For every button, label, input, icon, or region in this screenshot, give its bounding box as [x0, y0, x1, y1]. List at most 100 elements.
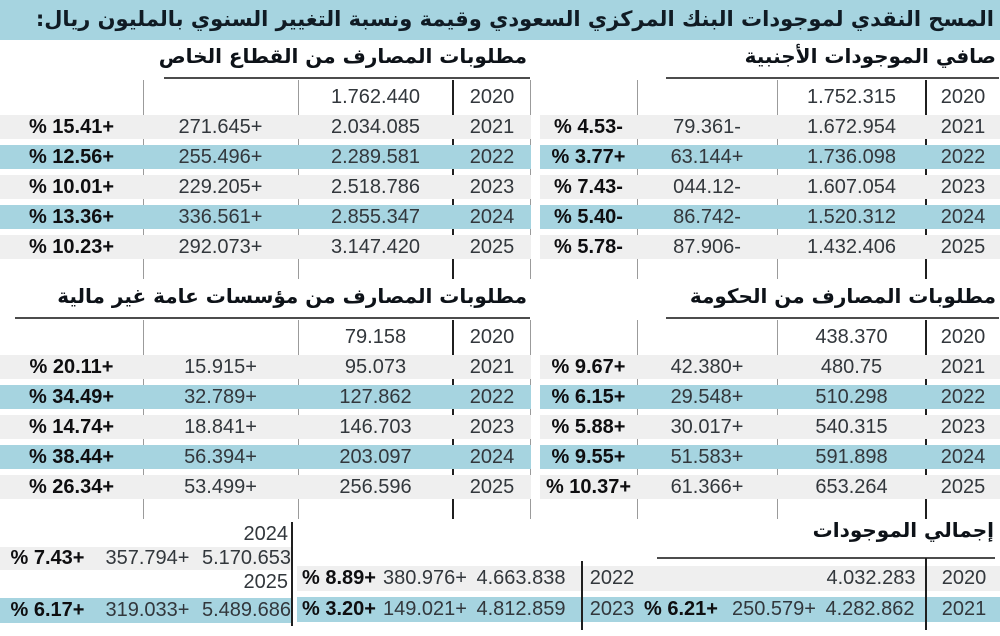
- header-underline: [666, 317, 999, 319]
- percent-cell: % 9.67+: [551, 356, 626, 378]
- percent-cell: [0, 85, 143, 109]
- year-divider: [291, 522, 293, 626]
- change-cell: 56.394+: [184, 446, 257, 468]
- table-row: % 9.55+ 51.583+ 591.898 2024: [540, 445, 1000, 469]
- table-net-foreign-assets: صافي الموجودات الأجنبية 1.752.315 2020 % 4…: [540, 44, 1000, 282]
- percent-cell: % 5.88+: [551, 416, 626, 438]
- table-row: % 8.89+ 380.976+ 4.663.838 2022 4.032.28…: [297, 566, 1000, 591]
- year-cell: 2021: [469, 356, 515, 378]
- table-title: مطلوبات المصارف من القطاع الخاص: [158, 44, 527, 68]
- header-underline: [15, 317, 530, 319]
- year-cell: 2024: [940, 446, 986, 468]
- table-row: % 10.23+ 292.073+ 3.147.420 2025: [0, 235, 531, 259]
- table-row: % 5.88+ 30.017+ 540.315 2023: [540, 415, 1000, 439]
- change-cell: 79.361-: [673, 116, 741, 138]
- year-cell: 2023: [469, 416, 515, 438]
- value-cell: 591.898: [815, 446, 888, 468]
- change-cell: 229.205+: [178, 176, 263, 198]
- page-title: المسح النقدي لموجودات البنك المركزي السع…: [0, 0, 1000, 40]
- percent-cell: % 3.20+: [302, 598, 376, 620]
- value-cell: 540.315: [815, 416, 888, 438]
- value-cell: 4.812.859: [476, 598, 566, 620]
- value-cell: 4.282.862: [825, 598, 915, 620]
- year-cell: 2025: [940, 476, 986, 498]
- change-cell: 18.841+: [184, 416, 257, 438]
- table-row: % 26.34+ 53.499+ 256.596 2025: [0, 475, 531, 499]
- value-cell: 510.298: [815, 386, 888, 408]
- year-cell: 2022: [469, 386, 515, 408]
- year-cell: 2021: [940, 356, 986, 378]
- change-cell: 42.380+: [670, 356, 744, 378]
- percent-cell: % 4.53-: [554, 116, 623, 138]
- change-cell: 250.579+: [732, 598, 816, 620]
- year-cell: 2023: [469, 176, 515, 198]
- percent-cell: % 10.37+: [545, 476, 632, 498]
- table-private-sector-claims: مطلوبات المصارف من القطاع الخاص 1.762.44…: [0, 44, 531, 282]
- table-row: % 10.01+ 229.205+ 2.518.786 2023: [0, 175, 531, 199]
- table-row: % 20.11+ 15.915+ 95.073 2021: [0, 355, 531, 379]
- value-cell: 3.147.420: [331, 236, 420, 258]
- table-row: % 38.44+ 56.394+ 203.097 2024: [0, 445, 531, 469]
- change-cell: 53.499+: [184, 476, 257, 498]
- value-cell: 2.289.581: [331, 146, 420, 168]
- year-divider: [581, 561, 583, 630]
- percent-cell: [540, 325, 637, 349]
- table-row: % 34.49+ 32.789+ 127.862 2022: [0, 385, 531, 409]
- percent-cell: % 8.89+: [302, 567, 376, 589]
- percent-cell: % 14.74+: [28, 416, 115, 438]
- percent-cell: % 3.77+: [551, 146, 626, 168]
- table-row: % 7.43- 044.12- 1.607.054 2023: [540, 175, 1000, 199]
- value-cell: 480.75: [820, 356, 883, 378]
- value-cell: 1.432.406: [807, 236, 896, 258]
- table-rows: 1.752.315 2020 % 4.53- 79.361- 1.672.954 2021…: [540, 85, 1000, 265]
- percent-cell: % 13.36+: [28, 206, 115, 228]
- change-cell: 149.021+: [383, 598, 467, 620]
- section-title: إجمالي الموجودات: [812, 518, 994, 542]
- change-cell: 336.561+: [178, 206, 263, 228]
- value-cell: 4.663.838: [476, 567, 566, 589]
- header-underline: [666, 77, 999, 79]
- change-cell: [143, 325, 298, 349]
- year-cell: 2023: [940, 176, 986, 198]
- year-label: 2024: [243, 523, 289, 545]
- year-divider: [925, 558, 927, 630]
- table-title: مطلوبات المصارف من مؤسسات عامة غير مالية: [57, 284, 527, 308]
- change-cell: 30.017+: [670, 416, 744, 438]
- percent-cell: % 9.55+: [551, 446, 626, 468]
- table-row: % 5.40- 86.742- 1.520.312 2024: [540, 205, 1000, 229]
- year-cell: 2022: [589, 567, 635, 589]
- year-label: 2025: [243, 571, 289, 593]
- value-cell: 1.672.954: [807, 116, 896, 138]
- year-cell: 2022: [940, 146, 986, 168]
- year-cell: 2023: [589, 598, 635, 620]
- percent-cell: % 6.15+: [551, 386, 626, 408]
- table-row: % 3.20+ 149.021+ 4.812.859 2023 % 6.21+ …: [297, 597, 1000, 622]
- year-cell: 2020: [469, 326, 515, 348]
- table-rows: 79.158 2020 % 20.11+ 15.915+ 95.073 2021 % 34.…: [0, 325, 531, 505]
- change-cell: 357.794+: [105, 547, 190, 569]
- table-row: 1.762.440 2020: [0, 85, 531, 109]
- table-row: 1.752.315 2020: [540, 85, 1000, 109]
- value-cell: 653.264: [815, 476, 888, 498]
- year-cell: 2024: [469, 206, 515, 228]
- table-row: % 13.36+ 336.561+ 2.855.347 2024: [0, 205, 531, 229]
- year-cell: 2025: [940, 236, 986, 258]
- change-cell: 271.645+: [178, 116, 263, 138]
- change-cell: 32.789+: [184, 386, 257, 408]
- percent-cell: % 38.44+: [28, 446, 115, 468]
- year-cell: 2021: [469, 116, 515, 138]
- table-row: % 7.43+ 357.794+ 5.170.653: [0, 547, 293, 570]
- table-government-claims: مطلوبات المصارف من الحكومة 438.370 2020 % …: [540, 284, 1000, 522]
- change-cell: 61.366+: [670, 476, 744, 498]
- year-cell: 2022: [469, 146, 515, 168]
- value-cell: 2.518.786: [331, 176, 420, 198]
- percent-cell: % 6.21+: [644, 598, 718, 620]
- value-cell: 203.097: [339, 446, 412, 468]
- change-cell: 380.976+: [383, 567, 467, 589]
- value-cell: 127.862: [339, 386, 412, 408]
- value-cell: 5.170.653: [202, 547, 291, 569]
- change-cell: 86.742-: [673, 206, 741, 228]
- table-row: % 15.41+ 271.645+ 2.034.085 2021: [0, 115, 531, 139]
- table-row: % 6.17+ 319.033+ 5.489.686: [0, 598, 293, 623]
- percent-cell: % 10.01+: [28, 176, 115, 198]
